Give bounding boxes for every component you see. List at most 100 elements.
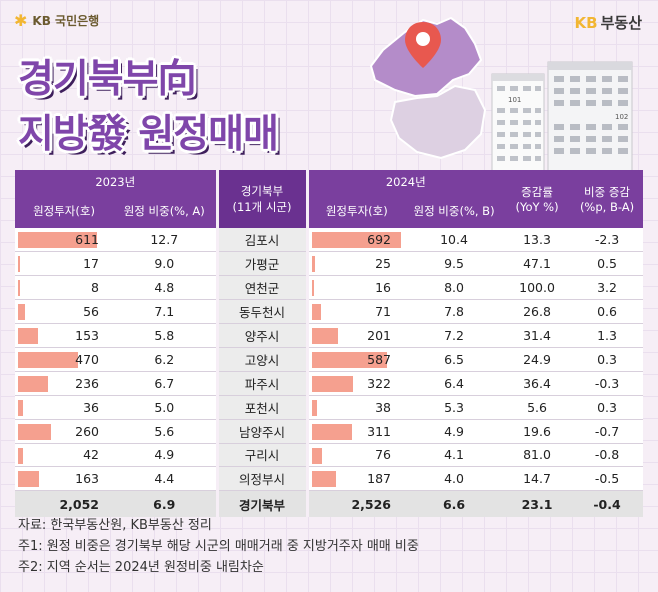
location-pin-icon (405, 22, 441, 68)
yoy-change: 100.0 (503, 275, 572, 301)
table-row: 163 4.4 의정부시 187 4.0 14.7 -0.5 (15, 466, 644, 492)
share-2023: 12.7 (113, 228, 218, 253)
share-2024: 5.3 (405, 395, 504, 420)
yoy-change: 47.1 (503, 251, 572, 277)
region-name: 김포시 (215, 228, 309, 253)
share-2024: 7.2 (405, 323, 504, 348)
invest-2023-bar (18, 471, 39, 488)
invest-2023-cell: 56 (15, 299, 113, 325)
share-2024: 4.1 (405, 443, 504, 468)
total-share-2024: 6.6 (405, 490, 504, 517)
table-row: 260 5.6 남양주시 311 4.9 19.6 -0.7 (15, 419, 644, 444)
share-2023: 4.8 (113, 275, 218, 301)
region-name: 고양시 (215, 347, 309, 372)
share-2024: 10.4 (405, 228, 504, 253)
invest-2024-bar (311, 423, 352, 440)
share-2023: 5.0 (113, 395, 218, 420)
share-diff: 0.3 (571, 395, 644, 420)
invest-2024-bar (311, 280, 314, 297)
invest-2024-value: 311 (367, 423, 392, 439)
invest-2024-bar (311, 447, 322, 464)
table-row: 470 6.2 고양시 587 6.5 24.9 0.3 (15, 347, 644, 372)
invest-2023-bar (18, 351, 78, 368)
invest-2023-cell: 163 (15, 466, 113, 492)
note-1: 주1: 원정 비중은 경기북부 해당 시군의 매매거래 중 지방거주자 매매 비… (18, 539, 419, 554)
invest-2023-cell: 260 (15, 419, 113, 444)
region-name: 연천군 (215, 275, 309, 301)
share-2024: 9.5 (405, 251, 504, 277)
brand-name: 부동산 (600, 14, 642, 32)
share-diff: 3.2 (571, 275, 644, 301)
invest-2024-cell: 322 (307, 371, 406, 396)
yoy-change: 36.4 (503, 371, 572, 396)
share-2024: 4.0 (405, 466, 504, 492)
invest-2024-bar (311, 256, 315, 273)
header-2024: 2024년 (305, 170, 504, 194)
yoy-change: 24.9 (503, 347, 572, 372)
share-2023: 5.6 (113, 419, 218, 444)
yoy-change: 13.3 (503, 228, 572, 253)
note-2: 주2: 지역 순서는 2024년 원정비중 내림차순 (18, 560, 264, 575)
share-diff: -0.5 (571, 466, 644, 492)
invest-2023-bar (18, 447, 23, 464)
header-yoy: 증감률 (YoY %) (503, 170, 572, 228)
invest-2023-value: 42 (83, 447, 99, 463)
invest-2023-cell: 17 (15, 251, 113, 277)
share-2023: 4.4 (113, 466, 218, 492)
invest-2023-bar (18, 256, 20, 273)
invest-2024-value: 25 (375, 256, 392, 272)
kb-realestate-logo: KB 부동산 (575, 12, 642, 33)
share-diff: 0.5 (571, 251, 644, 277)
share-2024: 4.9 (405, 419, 504, 444)
header-share-2023: 원정 비중(%, A) (113, 194, 218, 228)
share-diff: 1.3 (571, 323, 644, 348)
share-2023: 9.0 (113, 251, 218, 277)
invest-2023-cell: 611 (15, 228, 113, 253)
share-2023: 7.1 (113, 299, 218, 325)
transaction-table: 2023년 경기북부 (11개 시군) 2024년 증감률 (YoY %) 비중… (15, 170, 644, 517)
yoy-change: 81.0 (503, 443, 572, 468)
share-2024: 6.4 (405, 371, 504, 396)
title-line-2: 지방發 원정매매 (18, 112, 279, 157)
invest-2023-bar (18, 375, 48, 392)
kb-bank-logo: ✱ KB 국민은행 (14, 12, 99, 29)
invest-2023-value: 17 (83, 256, 99, 272)
invest-2024-value: 201 (367, 328, 392, 343)
invest-2024-cell: 71 (307, 299, 406, 325)
share-2024: 6.5 (405, 347, 504, 372)
invest-2023-value: 163 (75, 471, 99, 487)
share-2023: 6.7 (113, 371, 218, 396)
bank-name: KB 국민은행 (32, 14, 100, 28)
invest-2024-bar (311, 399, 317, 416)
apartment-buildings-icon: 102 101 (491, 61, 633, 173)
invest-2023-value: 470 (75, 351, 99, 367)
yoy-change: 31.4 (503, 323, 572, 348)
share-diff: -0.7 (571, 419, 644, 444)
invest-2023-value: 8 (91, 280, 99, 296)
share-diff: -2.3 (571, 228, 644, 253)
invest-2024-bar (311, 375, 353, 392)
table-row: 36 5.0 포천시 38 5.3 5.6 0.3 (15, 395, 644, 420)
table-row: 42 4.9 구리시 76 4.1 81.0 -0.8 (15, 443, 644, 468)
table-body: 611 12.7 김포시 692 10.4 13.3 -2.3 17 9.0 가평군 25 9.5 47… (15, 228, 644, 517)
header-region-line1: 경기북부 (240, 184, 284, 198)
invest-2024-value: 76 (375, 447, 392, 463)
invest-2024-cell: 311 (307, 419, 406, 444)
invest-2023-cell: 153 (15, 323, 113, 348)
share-2023: 5.8 (113, 323, 218, 348)
region-name: 남양주시 (215, 419, 309, 444)
table-row: 236 6.7 파주시 322 6.4 36.4 -0.3 (15, 371, 644, 396)
invest-2024-value: 71 (375, 304, 392, 320)
invest-2024-bar (311, 471, 336, 488)
invest-2024-value: 16 (375, 280, 392, 296)
share-2024: 8.0 (405, 275, 504, 301)
invest-2024-bar (311, 351, 387, 368)
invest-2024-bar (311, 232, 401, 248)
invest-2024-cell: 692 (307, 228, 406, 253)
total-diff: -0.4 (571, 490, 644, 517)
share-diff: 0.6 (571, 299, 644, 325)
share-diff: 0.3 (571, 347, 644, 372)
region-name: 포천시 (215, 395, 309, 420)
share-2023: 4.9 (113, 443, 218, 468)
header-region-line2: (11개 시군) (232, 200, 292, 214)
